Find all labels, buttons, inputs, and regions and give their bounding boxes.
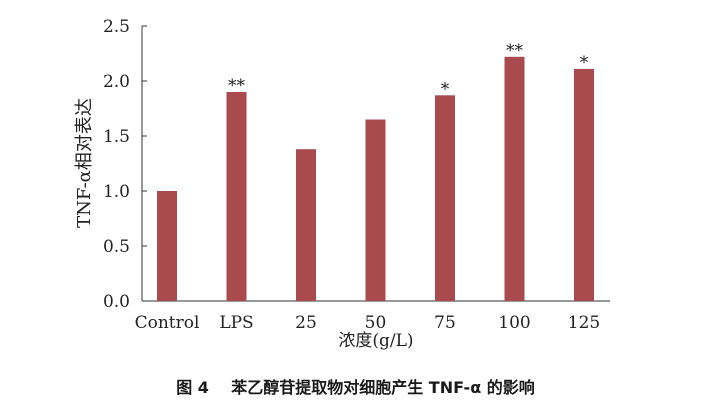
y-tick-label: 0.0	[103, 292, 130, 312]
significance-marker: *	[580, 53, 589, 73]
figure-caption: 图 4 苯乙醇苷提取物对细胞产生 TNF-α 的影响	[0, 374, 711, 398]
x-tick-label: Control	[135, 313, 200, 333]
y-tick-label: 1.5	[103, 127, 130, 147]
x-tick-label: 75	[434, 313, 456, 333]
figure-title: 苯乙醇苷提取物对细胞产生 TNF-α 的影响	[231, 378, 535, 397]
bar-lps	[226, 92, 247, 301]
bar-75	[435, 95, 455, 301]
bar-100	[504, 56, 525, 301]
x-tick-label: LPS	[219, 313, 253, 333]
bar-25	[296, 149, 316, 301]
significance-marker: **	[228, 76, 246, 96]
significance-marker: **	[506, 41, 524, 61]
bar-125	[574, 68, 594, 302]
x-axis: Control LPS 25 50 75 100 125	[135, 300, 610, 333]
y-tick-label: 1.0	[103, 182, 130, 202]
y-tick-label: 2.0	[103, 72, 130, 92]
bar-control	[157, 191, 177, 301]
x-axis-label: 浓度(g/L)	[338, 331, 413, 351]
x-tick-label: 25	[295, 313, 317, 333]
y-tick-label: 2.5	[103, 17, 130, 37]
bars: ** ****	[157, 41, 594, 302]
bar-50	[365, 119, 386, 301]
significance-marker: *	[441, 79, 450, 99]
x-tick-label: 125	[568, 313, 600, 333]
x-tick-label: 100	[498, 313, 530, 333]
bar-chart: 0.0 0.5 1.0 1.5 2.0 2.5 Control LPS 25 50 75 100 12…	[74, 17, 610, 351]
y-axis: 0.0 0.5 1.0 1.5 2.0 2.5	[103, 17, 147, 312]
x-tick-label: 50	[365, 313, 387, 333]
y-axis-label: TNF-α相对表达	[74, 98, 95, 228]
y-tick-label: 0.5	[103, 237, 130, 257]
figure-number: 图 4	[176, 378, 209, 397]
